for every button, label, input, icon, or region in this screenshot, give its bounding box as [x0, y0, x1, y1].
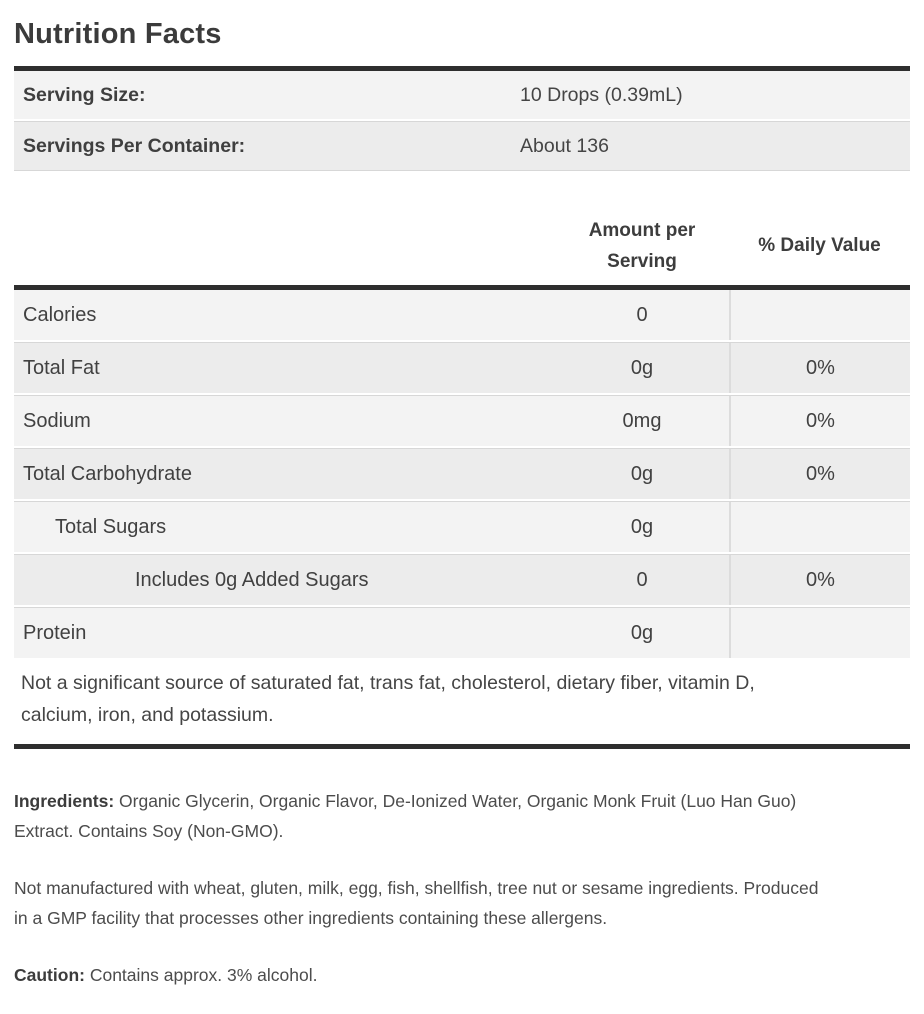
bottom-divider-bar: [14, 744, 910, 749]
nutrient-daily-value: [729, 502, 910, 552]
nutrient-daily-value: 0%: [729, 555, 910, 605]
amount-per-serving-header: Amount per Serving: [588, 220, 696, 272]
page-title: Nutrition Facts: [14, 18, 222, 50]
nutrient-daily-value: [729, 290, 910, 340]
nutrient-amount: 0g: [630, 515, 654, 538]
nutrient-amount: 0mg: [622, 409, 662, 432]
header-divider-bar: [14, 285, 910, 290]
nutrient-label: Includes 0g Added Sugars: [135, 568, 369, 591]
ingredients-label: Ingredients:: [14, 791, 115, 811]
serving-size-row: Serving Size: 10 Drops (0.39mL): [14, 71, 910, 119]
nutrient-daily-value: 0%: [729, 396, 910, 446]
servings-per-container-value: About 136: [520, 134, 609, 157]
nutrient-label: Total Fat: [23, 356, 100, 379]
nutrition-table-body: Calories 0 Total Fat 0g 0% Sodium 0mg 0%…: [14, 290, 910, 658]
serving-size-value: 10 Drops (0.39mL): [520, 83, 683, 106]
table-column-headers: Amount per Serving % Daily Value: [14, 207, 910, 285]
daily-value-header: % Daily Value: [758, 235, 881, 256]
ingredients-paragraph: Ingredients: Organic Glycerin, Organic F…: [14, 786, 910, 846]
table-row: Protein 0g: [14, 607, 910, 658]
serving-size-label: Serving Size:: [23, 83, 146, 106]
nutrient-daily-value: [729, 608, 910, 658]
nutrient-daily-value: 0%: [729, 449, 910, 499]
nutrient-daily-value: 0%: [729, 343, 910, 393]
top-divider-bar: [14, 66, 910, 71]
table-row: Total Fat 0g 0%: [14, 342, 910, 393]
serving-info-section: Serving Size: 10 Drops (0.39mL) Servings…: [14, 71, 910, 171]
table-row: Total Sugars 0g: [14, 501, 910, 552]
nutrient-amount: 0g: [630, 462, 654, 485]
ingredients-text: Organic Glycerin, Organic Flavor, De-Ion…: [14, 791, 797, 841]
nutrient-label: Sodium: [23, 409, 91, 432]
table-footnote: Not a significant source of saturated fa…: [14, 658, 910, 744]
table-row: Total Carbohydrate 0g 0%: [14, 448, 910, 499]
caution-paragraph: Caution: Contains approx. 3% alcohol.: [14, 960, 910, 990]
allergen-paragraph: Not manufactured with wheat, gluten, mil…: [14, 878, 819, 928]
caution-label: Caution:: [14, 965, 85, 985]
nutrient-label: Total Carbohydrate: [23, 462, 192, 485]
nutrient-amount: 0g: [630, 621, 654, 644]
table-row: Includes 0g Added Sugars 0 0%: [14, 554, 910, 605]
table-row: Sodium 0mg 0%: [14, 395, 910, 446]
servings-per-container-label: Servings Per Container:: [23, 134, 246, 157]
nutrient-label: Calories: [23, 303, 97, 326]
table-row: Calories 0: [14, 290, 910, 340]
nutrient-label: Total Sugars: [55, 515, 167, 538]
nutrient-amount: 0: [636, 568, 648, 591]
nutrient-label: Protein: [23, 621, 87, 644]
nutrient-amount: 0: [636, 303, 648, 326]
nutrient-amount: 0g: [630, 356, 654, 379]
servings-per-container-row: Servings Per Container: About 136: [14, 121, 910, 170]
caution-text: Contains approx. 3% alcohol.: [84, 965, 318, 985]
